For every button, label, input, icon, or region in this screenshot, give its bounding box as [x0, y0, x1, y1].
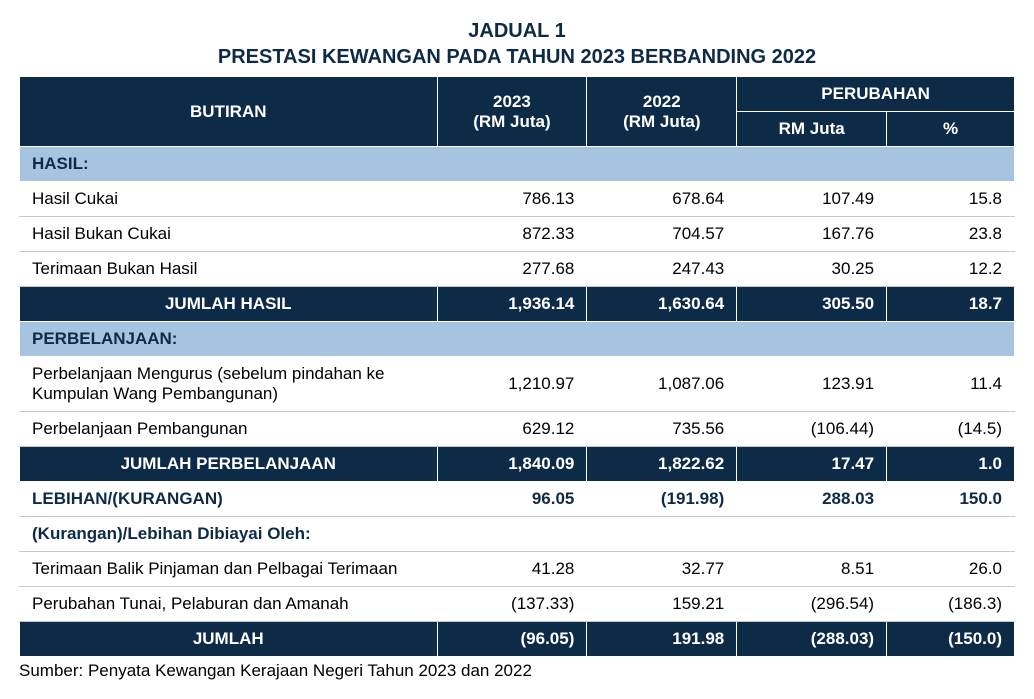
- total-y1: 1,840.09: [437, 447, 587, 482]
- row-rm: 30.25: [737, 252, 887, 287]
- row-dibiayai: (Kurangan)/Lebihan Dibiayai Oleh:: [20, 517, 1015, 552]
- row-pct: 26.0: [887, 552, 1015, 587]
- col-pct: %: [887, 112, 1015, 147]
- table-row: Perubahan Tunai, Pelaburan dan Amanah (1…: [20, 587, 1015, 622]
- col-2022: 2022 (RM Juta): [587, 77, 737, 147]
- row-y2: 159.21: [587, 587, 737, 622]
- table-row: Terimaan Balik Pinjaman dan Pelbagai Ter…: [20, 552, 1015, 587]
- row-y1: 41.28: [437, 552, 587, 587]
- row-label: (Kurangan)/Lebihan Dibiayai Oleh:: [20, 517, 1015, 552]
- total-rm: 17.47: [737, 447, 887, 482]
- table-row: Perbelanjaan Pembangunan 629.12 735.56 (…: [20, 412, 1015, 447]
- total-jumlah: JUMLAH (96.05) 191.98 (288.03) (150.0): [20, 622, 1015, 657]
- total-y2: 1,630.64: [587, 287, 737, 322]
- col-2023: 2023 (RM Juta): [437, 77, 587, 147]
- row-rm: (296.54): [737, 587, 887, 622]
- section-hasil: HASIL:: [20, 147, 1015, 182]
- total-rm: 305.50: [737, 287, 887, 322]
- row-lebihan: LEBIHAN/(KURANGAN) 96.05 (191.98) 288.03…: [20, 482, 1015, 517]
- col-butiran: BUTIRAN: [20, 77, 438, 147]
- col-perubahan: PERUBAHAN: [737, 77, 1015, 112]
- row-label: LEBIHAN/(KURANGAN): [20, 482, 438, 517]
- col-2023-l1: 2023: [450, 92, 575, 112]
- total-hasil: JUMLAH HASIL 1,936.14 1,630.64 305.50 18…: [20, 287, 1015, 322]
- row-rm: (106.44): [737, 412, 887, 447]
- total-y1: (96.05): [437, 622, 587, 657]
- section-perbelanjaan-label: PERBELANJAAN:: [20, 322, 1015, 357]
- row-y1: (137.33): [437, 587, 587, 622]
- table-row: Hasil Cukai 786.13 678.64 107.49 15.8: [20, 182, 1015, 217]
- row-pct: 11.4: [887, 357, 1015, 412]
- row-y2: 32.77: [587, 552, 737, 587]
- col-2023-l2: (RM Juta): [450, 112, 575, 132]
- col-2022-l2: (RM Juta): [599, 112, 724, 132]
- total-label: JUMLAH HASIL: [20, 287, 438, 322]
- row-y1: 277.68: [437, 252, 587, 287]
- row-y1: 629.12: [437, 412, 587, 447]
- total-label: JUMLAH: [20, 622, 438, 657]
- row-label: Perbelanjaan Mengurus (sebelum pindahan …: [20, 357, 438, 412]
- title-line2: PRESTASI KEWANGAN PADA TAHUN 2023 BERBAN…: [18, 44, 1016, 70]
- row-pct: 150.0: [887, 482, 1015, 517]
- row-y2: (191.98): [587, 482, 737, 517]
- col-2022-l1: 2022: [599, 92, 724, 112]
- total-rm: (288.03): [737, 622, 887, 657]
- total-perbelanjaan: JUMLAH PERBELANJAAN 1,840.09 1,822.62 17…: [20, 447, 1015, 482]
- row-y2: 678.64: [587, 182, 737, 217]
- row-pct: (186.3): [887, 587, 1015, 622]
- table-row: Terimaan Bukan Hasil 277.68 247.43 30.25…: [20, 252, 1015, 287]
- total-y2: 1,822.62: [587, 447, 737, 482]
- row-rm: 123.91: [737, 357, 887, 412]
- row-pct: 15.8: [887, 182, 1015, 217]
- row-rm: 167.76: [737, 217, 887, 252]
- row-pct: 23.8: [887, 217, 1015, 252]
- row-label: Terimaan Bukan Hasil: [20, 252, 438, 287]
- row-y2: 735.56: [587, 412, 737, 447]
- row-y2: 247.43: [587, 252, 737, 287]
- row-y1: 872.33: [437, 217, 587, 252]
- row-y1: 1,210.97: [437, 357, 587, 412]
- row-rm: 8.51: [737, 552, 887, 587]
- row-label: Hasil Cukai: [20, 182, 438, 217]
- row-y1: 96.05: [437, 482, 587, 517]
- total-y2: 191.98: [587, 622, 737, 657]
- row-label: Perubahan Tunai, Pelaburan dan Amanah: [20, 587, 438, 622]
- row-label: Hasil Bukan Cukai: [20, 217, 438, 252]
- total-label: JUMLAH PERBELANJAAN: [20, 447, 438, 482]
- row-y2: 1,087.06: [587, 357, 737, 412]
- row-y1: 786.13: [437, 182, 587, 217]
- row-pct: (14.5): [887, 412, 1015, 447]
- col-rmjuta: RM Juta: [737, 112, 887, 147]
- total-pct: 18.7: [887, 287, 1015, 322]
- table-row: Hasil Bukan Cukai 872.33 704.57 167.76 2…: [20, 217, 1015, 252]
- total-y1: 1,936.14: [437, 287, 587, 322]
- row-label: Perbelanjaan Pembangunan: [20, 412, 438, 447]
- source-note: Sumber: Penyata Kewangan Kerajaan Negeri…: [19, 661, 1015, 681]
- row-y2: 704.57: [587, 217, 737, 252]
- total-pct: (150.0): [887, 622, 1015, 657]
- total-pct: 1.0: [887, 447, 1015, 482]
- row-label: Terimaan Balik Pinjaman dan Pelbagai Ter…: [20, 552, 438, 587]
- section-hasil-label: HASIL:: [20, 147, 1015, 182]
- row-pct: 12.2: [887, 252, 1015, 287]
- row-rm: 107.49: [737, 182, 887, 217]
- row-rm: 288.03: [737, 482, 887, 517]
- title-line1: JADUAL 1: [18, 18, 1016, 44]
- table-row: Perbelanjaan Mengurus (sebelum pindahan …: [20, 357, 1015, 412]
- section-perbelanjaan: PERBELANJAAN:: [20, 322, 1015, 357]
- table-title: JADUAL 1 PRESTASI KEWANGAN PADA TAHUN 20…: [18, 18, 1016, 70]
- financial-table: BUTIRAN 2023 (RM Juta) 2022 (RM Juta) PE…: [19, 76, 1015, 657]
